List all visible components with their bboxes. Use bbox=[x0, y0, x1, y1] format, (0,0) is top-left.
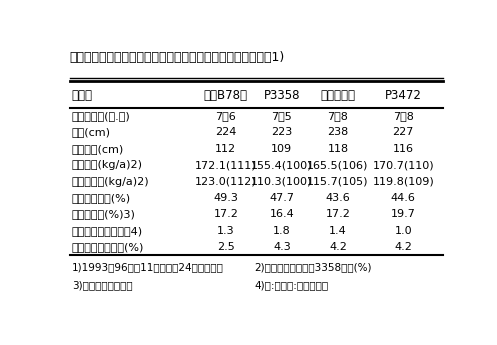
Text: 4)０:無～５:甚の評点値: 4)０:無～５:甚の評点値 bbox=[255, 280, 329, 290]
Text: 123.0(112): 123.0(112) bbox=[195, 177, 256, 187]
Text: 1.0: 1.0 bbox=[395, 226, 412, 236]
Text: 119.8(109): 119.8(109) bbox=[372, 177, 434, 187]
Text: 49.3: 49.3 bbox=[213, 193, 238, 203]
Text: ＴＤＮ収量(kg/a)2): ＴＤＮ収量(kg/a)2) bbox=[72, 177, 150, 187]
Text: 着雌穂高(cm): 着雌穂高(cm) bbox=[72, 144, 124, 154]
Text: 2.5: 2.5 bbox=[217, 242, 235, 252]
Text: 112: 112 bbox=[215, 144, 237, 154]
Text: 47.7: 47.7 bbox=[269, 193, 294, 203]
Text: ごま葉枯病発病程度4): ごま葉枯病発病程度4) bbox=[72, 226, 143, 236]
Text: 1)1993～96年の11場所延べ24試験の平均: 1)1993～96年の11場所延べ24試験の平均 bbox=[72, 262, 224, 272]
Text: 表１．九州・四国地域における「九交Ｂ７８号」の主要特性1): 表１．九州・四国地域における「九交Ｂ７８号」の主要特性1) bbox=[70, 51, 285, 64]
Text: 1.3: 1.3 bbox=[217, 226, 235, 236]
Text: 109: 109 bbox=[271, 144, 292, 154]
Text: 3)倒伏と折損の合計: 3)倒伏と折損の合計 bbox=[72, 280, 132, 290]
Text: 7．8: 7．8 bbox=[328, 111, 348, 121]
Text: 165.5(106): 165.5(106) bbox=[307, 160, 369, 170]
Text: 155.4(100): 155.4(100) bbox=[251, 160, 313, 170]
Text: 223: 223 bbox=[271, 127, 292, 137]
Text: 7．5: 7．5 bbox=[271, 111, 292, 121]
Text: 1.8: 1.8 bbox=[273, 226, 291, 236]
Text: 2)（　）内は対「Ｐ3358」比(%): 2)（ ）内は対「Ｐ3358」比(%) bbox=[255, 262, 372, 272]
Text: 170.7(110): 170.7(110) bbox=[372, 160, 434, 170]
Text: 7．8: 7．8 bbox=[393, 111, 414, 121]
Text: はたゆたか: はたゆたか bbox=[321, 89, 355, 102]
Text: 17.2: 17.2 bbox=[326, 209, 350, 219]
Text: 7．6: 7．6 bbox=[215, 111, 236, 121]
Text: 227: 227 bbox=[393, 127, 414, 137]
Text: 稈長(cm): 稈長(cm) bbox=[72, 127, 111, 137]
Text: 九交B78号: 九交B78号 bbox=[204, 89, 248, 102]
Text: P3358: P3358 bbox=[263, 89, 300, 102]
Text: 17.2: 17.2 bbox=[213, 209, 238, 219]
Text: 110.3(100): 110.3(100) bbox=[251, 177, 313, 187]
Text: 224: 224 bbox=[215, 127, 237, 137]
Text: 特　性: 特 性 bbox=[72, 89, 93, 102]
Text: 4.3: 4.3 bbox=[273, 242, 291, 252]
Text: 4.2: 4.2 bbox=[329, 242, 347, 252]
Text: 乾雌穂重割合(%): 乾雌穂重割合(%) bbox=[72, 193, 131, 203]
Text: 116: 116 bbox=[393, 144, 414, 154]
Text: 16.4: 16.4 bbox=[269, 209, 294, 219]
Text: 115.7(105): 115.7(105) bbox=[307, 177, 369, 187]
Text: 4.2: 4.2 bbox=[394, 242, 412, 252]
Text: 1.4: 1.4 bbox=[329, 226, 347, 236]
Text: 絹糸抽出期(月.日): 絹糸抽出期(月.日) bbox=[72, 111, 131, 121]
Text: 乾総収量(kg/a)2): 乾総収量(kg/a)2) bbox=[72, 160, 143, 170]
Text: 19.7: 19.7 bbox=[391, 209, 415, 219]
Text: 118: 118 bbox=[328, 144, 348, 154]
Text: 紋枯病発病個体率(%): 紋枯病発病個体率(%) bbox=[72, 242, 144, 252]
Text: P3472: P3472 bbox=[385, 89, 422, 102]
Text: 倒伏個体率(%)3): 倒伏個体率(%)3) bbox=[72, 209, 136, 219]
Text: 44.6: 44.6 bbox=[391, 193, 415, 203]
Text: 238: 238 bbox=[328, 127, 348, 137]
Text: 172.1(111): 172.1(111) bbox=[195, 160, 256, 170]
Text: 43.6: 43.6 bbox=[326, 193, 350, 203]
